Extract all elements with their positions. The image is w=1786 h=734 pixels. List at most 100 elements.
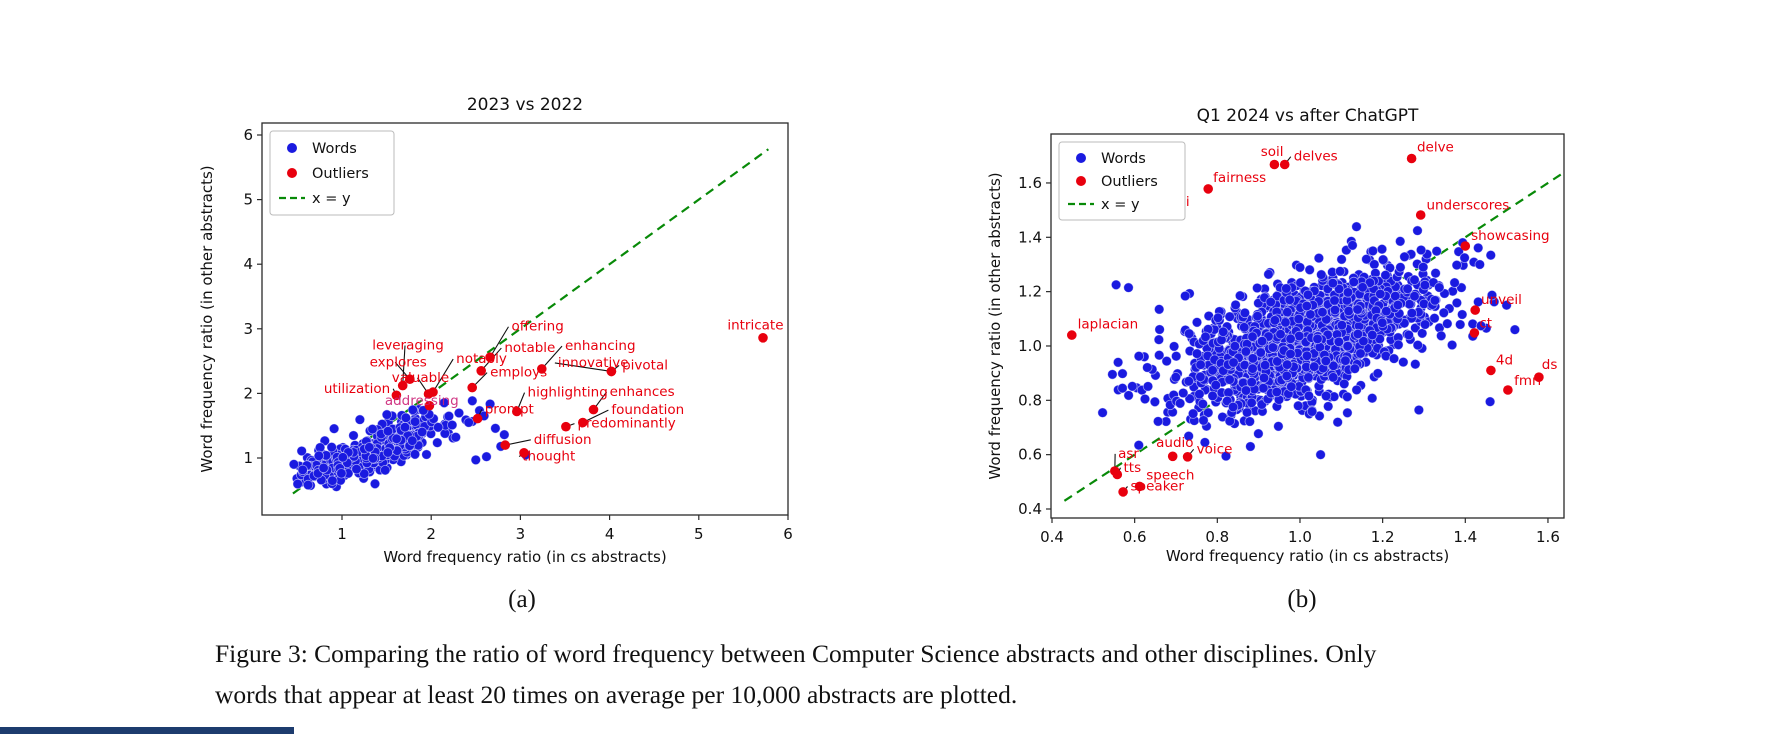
outlier-label-speech: speech bbox=[1146, 468, 1194, 484]
word-point bbox=[1212, 312, 1224, 324]
legend-outliers-marker bbox=[287, 168, 297, 178]
plot-b: Q1 2024 vs after ChatGPT Word frequency r… bbox=[986, 106, 1566, 565]
word-point bbox=[416, 426, 428, 438]
word-point bbox=[382, 426, 394, 437]
outlier-label-employs: employs bbox=[490, 365, 547, 381]
word-point bbox=[1406, 307, 1418, 319]
word-point bbox=[1402, 283, 1413, 295]
word-point bbox=[450, 432, 462, 443]
word-point bbox=[1394, 236, 1406, 247]
word-point bbox=[1247, 331, 1258, 342]
word-point bbox=[1200, 331, 1211, 343]
word-point bbox=[1446, 339, 1458, 351]
y-axis-label: Word frequency ratio (in other abstracts… bbox=[198, 165, 216, 472]
word-point bbox=[1381, 305, 1392, 317]
outlier-label-innovative: innovative bbox=[558, 355, 629, 371]
word-point bbox=[1459, 252, 1470, 263]
legend-words-marker bbox=[1076, 153, 1086, 163]
word-point bbox=[1153, 334, 1165, 345]
outlier-dot-speech bbox=[1134, 481, 1145, 492]
word-point bbox=[1117, 368, 1128, 379]
y-tick-label: 1.2 bbox=[1018, 283, 1042, 301]
word-point bbox=[1149, 396, 1161, 408]
subplot-label-b: (b) bbox=[1287, 586, 1317, 613]
word-point bbox=[1315, 449, 1326, 460]
word-point bbox=[1393, 339, 1404, 351]
word-point bbox=[1435, 330, 1447, 342]
word-point bbox=[288, 459, 300, 470]
word-point bbox=[1316, 269, 1327, 280]
word-point bbox=[1210, 380, 1222, 391]
word-point bbox=[1332, 417, 1343, 428]
plot-frame bbox=[1050, 133, 1565, 519]
x-tick-label: 0.6 bbox=[1123, 528, 1147, 546]
word-point bbox=[400, 412, 412, 424]
outlier-dot-pivotal bbox=[606, 366, 617, 377]
word-point bbox=[1170, 351, 1182, 362]
word-point bbox=[1191, 317, 1203, 328]
y-tick-label: 6 bbox=[243, 126, 253, 144]
word-point bbox=[1472, 242, 1484, 254]
word-point bbox=[1430, 268, 1441, 279]
word-point bbox=[1281, 370, 1293, 382]
word-point bbox=[380, 465, 391, 476]
word-point bbox=[399, 422, 411, 433]
x-tick-label: 1.4 bbox=[1453, 528, 1477, 546]
x-tick-label: 1 bbox=[337, 525, 347, 543]
word-point bbox=[1198, 415, 1209, 426]
word-point bbox=[1306, 406, 1318, 417]
word-point bbox=[1336, 319, 1348, 331]
outlier-label-audio: audio bbox=[1156, 435, 1193, 451]
word-point bbox=[1329, 304, 1341, 316]
word-point bbox=[359, 468, 370, 479]
outlier-dot-unveil bbox=[1470, 305, 1480, 315]
outlier-dot-intricate bbox=[758, 333, 768, 343]
word-point bbox=[336, 468, 347, 479]
word-point bbox=[1258, 372, 1270, 384]
word-point bbox=[1380, 270, 1391, 281]
word-point bbox=[1409, 274, 1420, 286]
x-tick-label: 4 bbox=[605, 525, 615, 543]
word-point bbox=[1303, 390, 1315, 402]
outlier-dot-valuable bbox=[423, 389, 434, 399]
outlier-dot-delve bbox=[1406, 153, 1417, 164]
word-point bbox=[1223, 387, 1234, 398]
word-point bbox=[1434, 282, 1445, 293]
word-point bbox=[1123, 282, 1134, 293]
word-point bbox=[1183, 328, 1195, 339]
word-point bbox=[1419, 279, 1431, 291]
word-point bbox=[382, 447, 394, 458]
legend-label: Outliers bbox=[312, 166, 369, 182]
word-point bbox=[1263, 269, 1274, 280]
outlier-label-speaker: speaker bbox=[1131, 479, 1185, 495]
word-point bbox=[1267, 342, 1279, 353]
word-point bbox=[1184, 393, 1195, 404]
outlier-label-enhances: enhances bbox=[610, 384, 675, 400]
outlier-label-prompt: prompt bbox=[485, 401, 534, 417]
word-point bbox=[328, 423, 340, 434]
word-point bbox=[1117, 383, 1128, 394]
words-cloud bbox=[288, 395, 532, 492]
word-point bbox=[1247, 363, 1258, 374]
word-point bbox=[1097, 407, 1108, 418]
word-point bbox=[1293, 330, 1305, 342]
word-point bbox=[1112, 357, 1124, 368]
word-point bbox=[296, 445, 307, 457]
word-point bbox=[1256, 336, 1268, 347]
word-point bbox=[1301, 300, 1313, 312]
word-point bbox=[1328, 360, 1339, 372]
word-point bbox=[367, 453, 379, 464]
word-point bbox=[1295, 277, 1306, 288]
word-point bbox=[443, 410, 455, 422]
figure-caption-line1: Figure 3: Comparing the ratio of word fr… bbox=[215, 639, 1377, 668]
word-point bbox=[1352, 304, 1363, 315]
y-tick-label: 0.8 bbox=[1018, 391, 1042, 409]
word-point bbox=[1313, 252, 1325, 264]
word-point bbox=[1286, 381, 1297, 392]
word-point bbox=[1292, 400, 1304, 412]
word-point bbox=[1348, 276, 1360, 288]
word-point bbox=[1451, 259, 1463, 271]
x-tick-label: 0.4 bbox=[1040, 528, 1064, 546]
word-point bbox=[1271, 386, 1283, 398]
